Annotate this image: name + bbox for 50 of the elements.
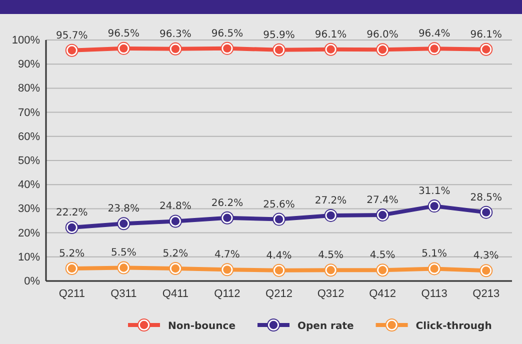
data-label: 23.8% [108,204,140,215]
y-tick-label: 60% [18,130,40,143]
x-tick-label: Q412 [369,288,396,300]
x-tick-label: Q211 [58,288,85,300]
data-label: 25.6% [263,199,295,210]
y-tick-label: 100% [12,34,40,47]
data-label: 5.5% [110,248,136,259]
data-label: 4.3% [473,250,499,262]
data-label: 5.2% [59,248,85,260]
y-tick-label: 30% [18,203,40,216]
x-tick-label: Q311 [110,288,137,300]
legend-label: Click-through [416,321,492,332]
legend-label: Non-bounce [168,321,236,332]
data-label: 5.1% [422,248,448,260]
y-tick-label: 80% [18,82,40,95]
data-label: 24.8% [160,201,192,212]
data-label: 96.1% [314,29,347,40]
data-label: 27.2% [314,195,347,206]
legend-label: Open rate [298,321,354,332]
data-label: 96.4% [418,28,450,40]
data-label: 4.7% [214,250,240,261]
data-label: 96.0% [366,30,398,41]
data-label: 95.9% [263,30,295,41]
data-label: 96.5% [108,28,140,40]
x-tick-label: Q312 [317,288,344,300]
data-label: 26.2% [211,198,244,209]
x-tick-label: Q112 [214,288,240,300]
data-label: 95.7% [56,30,88,42]
x-tick-label: Q213 [472,288,500,300]
y-tick-label: 90% [18,58,40,71]
y-tick-label: 0% [24,276,40,288]
y-tick-label: 50% [18,155,40,168]
data-label: 4.5% [370,250,396,262]
y-tick-label: 20% [18,227,40,240]
data-label: 28.5% [470,192,502,204]
data-label: 4.5% [318,250,344,262]
y-tick-label: 70% [18,106,40,119]
data-label: 96.3% [160,28,192,40]
x-tick-label: Q113 [421,288,448,300]
data-label: 27.4% [366,194,398,206]
data-label: 31.1% [418,186,450,198]
y-tick-label: 10% [18,251,40,264]
x-tick-label: Q212 [266,288,292,300]
data-label: 22.2% [56,208,88,218]
data-label: 96.1% [470,29,502,40]
data-label: 96.5% [211,28,244,40]
y-tick-label: 40% [18,179,40,192]
data-label: 5.2% [162,248,188,260]
data-label: 4.4% [266,250,292,262]
x-tick-label: Q411 [162,288,188,300]
